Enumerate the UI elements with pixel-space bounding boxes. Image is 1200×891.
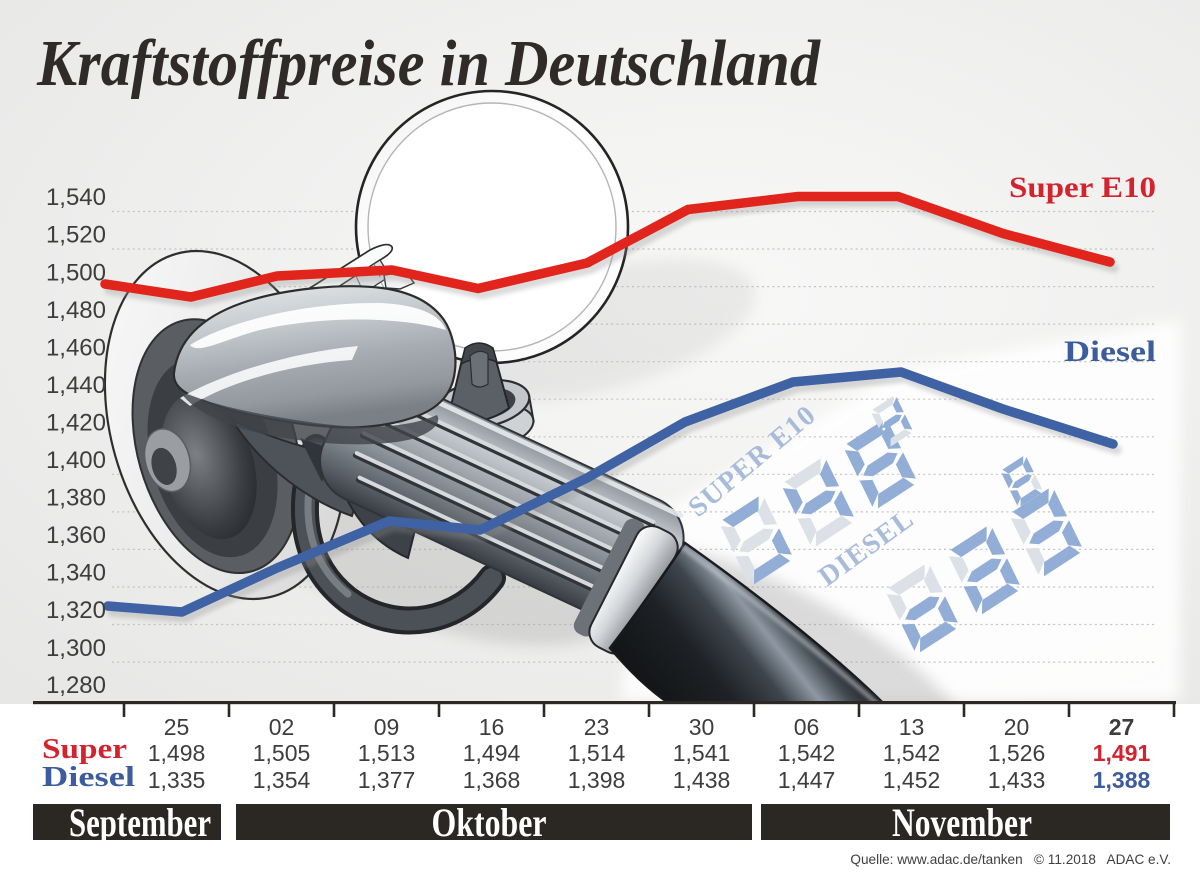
svg-text:1,500: 1,500 xyxy=(46,259,106,286)
svg-text:1,452: 1,452 xyxy=(883,767,941,793)
svg-text:1,380: 1,380 xyxy=(46,485,106,512)
svg-text:Quelle: www.adac.de/tanken ©: Quelle: www.adac.de/tanken © 11.2018 ADA… xyxy=(850,852,1171,867)
svg-text:1,354: 1,354 xyxy=(253,767,311,793)
svg-text:1,320: 1,320 xyxy=(46,597,106,624)
svg-text:25: 25 xyxy=(164,714,190,740)
svg-text:06: 06 xyxy=(794,714,820,740)
svg-text:1,420: 1,420 xyxy=(46,410,106,437)
svg-text:Oktober: Oktober xyxy=(432,800,547,845)
svg-text:1,505: 1,505 xyxy=(253,740,311,766)
svg-text:27: 27 xyxy=(1109,714,1135,740)
svg-text:09: 09 xyxy=(374,714,400,740)
svg-text:1,514: 1,514 xyxy=(568,740,626,766)
svg-text:November: November xyxy=(892,800,1032,845)
svg-text:1,542: 1,542 xyxy=(883,740,941,766)
svg-text:23: 23 xyxy=(584,714,610,740)
svg-text:Diesel: Diesel xyxy=(1064,335,1156,368)
svg-text:Diesel: Diesel xyxy=(42,762,135,793)
svg-text:1,377: 1,377 xyxy=(358,767,416,793)
svg-text:1,460: 1,460 xyxy=(46,334,106,361)
svg-text:1,335: 1,335 xyxy=(148,767,206,793)
svg-text:1,520: 1,520 xyxy=(46,222,106,249)
svg-text:1,438: 1,438 xyxy=(673,767,731,793)
svg-text:1,388: 1,388 xyxy=(1093,767,1151,793)
svg-text:1,300: 1,300 xyxy=(46,635,106,662)
svg-text:16: 16 xyxy=(479,714,505,740)
svg-text:1,526: 1,526 xyxy=(988,740,1046,766)
svg-text:1,542: 1,542 xyxy=(778,740,836,766)
svg-text:02: 02 xyxy=(269,714,295,740)
svg-text:1,447: 1,447 xyxy=(778,767,836,793)
svg-text:1,480: 1,480 xyxy=(46,297,106,324)
svg-text:1,513: 1,513 xyxy=(358,740,416,766)
svg-text:1,540: 1,540 xyxy=(46,184,106,211)
svg-text:1,280: 1,280 xyxy=(46,672,106,699)
svg-text:1,491: 1,491 xyxy=(1093,740,1151,766)
svg-text:Super: Super xyxy=(42,734,127,765)
svg-text:1,440: 1,440 xyxy=(46,372,106,399)
svg-text:1,398: 1,398 xyxy=(568,767,626,793)
svg-text:September: September xyxy=(69,800,211,845)
svg-text:13: 13 xyxy=(899,714,925,740)
svg-text:1,340: 1,340 xyxy=(46,560,106,587)
svg-text:1,433: 1,433 xyxy=(988,767,1046,793)
svg-text:1,541: 1,541 xyxy=(673,740,731,766)
svg-text:1,494: 1,494 xyxy=(463,740,521,766)
svg-text:1,400: 1,400 xyxy=(46,447,106,474)
svg-text:1,498: 1,498 xyxy=(148,740,206,766)
svg-text:30: 30 xyxy=(689,714,715,740)
svg-text:1,368: 1,368 xyxy=(463,767,521,793)
svg-text:20: 20 xyxy=(1004,714,1030,740)
svg-text:1,360: 1,360 xyxy=(46,522,106,549)
svg-text:Kraftstoffpreise in Deutschlan: Kraftstoffpreise in Deutschland xyxy=(36,27,821,100)
svg-text:Super E10: Super E10 xyxy=(1009,171,1156,204)
